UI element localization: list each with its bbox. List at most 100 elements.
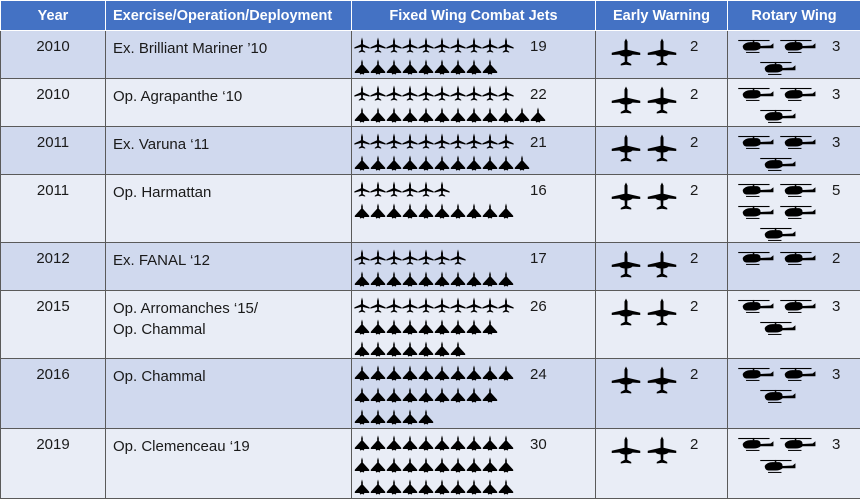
exercise-cell: Op. Agrapanthe ‘10 bbox=[105, 78, 352, 127]
exercise-name: Op. Harmattan bbox=[113, 184, 212, 201]
rotary-wing-pictogram bbox=[736, 179, 816, 245]
delta-wing-jet-icon bbox=[370, 59, 386, 75]
delta-wing-jet-icon bbox=[466, 271, 482, 287]
fighter-jet-icon bbox=[418, 249, 434, 265]
icon-row bbox=[354, 152, 530, 174]
fighter-jet-icon bbox=[370, 37, 386, 53]
fixed-wing-pictogram bbox=[354, 432, 514, 498]
early-warning-aircraft-icon bbox=[647, 436, 677, 464]
delta-wing-jet-icon bbox=[402, 365, 418, 381]
helicopter-icon bbox=[738, 87, 774, 101]
delta-wing-jet-icon bbox=[482, 387, 498, 403]
rotary-wing-count: 3 bbox=[832, 134, 841, 151]
delta-wing-jet-icon bbox=[386, 457, 402, 473]
exercise-name: Op. Chammal bbox=[113, 368, 206, 385]
icon-row bbox=[354, 362, 514, 384]
table-row: 2012 Ex. FANAL ‘12 17 2 2 bbox=[0, 242, 860, 291]
delta-wing-jet-icon bbox=[450, 155, 466, 171]
delta-wing-jet-icon bbox=[498, 107, 514, 123]
delta-wing-jet-icon bbox=[402, 319, 418, 335]
delta-wing-jet-icon bbox=[498, 435, 514, 451]
early-warning-count: 2 bbox=[690, 298, 699, 315]
exercise-name: Ex. Varuna ‘11 bbox=[113, 136, 210, 153]
fighter-jet-icon bbox=[354, 37, 370, 53]
fighter-jet-icon bbox=[434, 85, 450, 101]
delta-wing-jet-icon bbox=[402, 387, 418, 403]
delta-wing-jet-icon bbox=[386, 387, 402, 403]
table-row: 2011 Ex. Varuna ‘11 21 2 3 bbox=[0, 126, 860, 175]
helicopter-icon bbox=[760, 389, 796, 403]
delta-wing-jet-icon bbox=[434, 271, 450, 287]
delta-wing-jet-icon bbox=[418, 59, 434, 75]
header-early-warning: Early Warning bbox=[595, 0, 728, 31]
header-year: Year bbox=[0, 0, 106, 31]
early-warning-pictogram bbox=[610, 297, 678, 327]
fighter-jet-icon bbox=[418, 133, 434, 149]
rotary-wing-count: 2 bbox=[832, 250, 841, 267]
fighter-jet-icon bbox=[370, 297, 386, 313]
fighter-jet-icon bbox=[482, 85, 498, 101]
delta-wing-jet-icon bbox=[386, 203, 402, 219]
early-warning-pictogram bbox=[610, 133, 678, 163]
delta-wing-jet-icon bbox=[450, 365, 466, 381]
delta-wing-jet-icon bbox=[370, 435, 386, 451]
early-warning-cell: 2 bbox=[595, 242, 728, 291]
fighter-jet-icon bbox=[450, 133, 466, 149]
early-warning-cell: 2 bbox=[595, 30, 728, 79]
early-warning-aircraft-icon bbox=[611, 38, 641, 66]
header-exercise: Exercise/Operation/Deployment bbox=[105, 0, 352, 31]
fighter-jet-icon bbox=[466, 37, 482, 53]
helicopter-icon bbox=[780, 205, 816, 219]
delta-wing-jet-icon bbox=[466, 365, 482, 381]
fighter-jet-icon bbox=[402, 297, 418, 313]
table-row: 2010 Op. Agrapanthe ‘10 22 2 3 bbox=[0, 78, 860, 127]
fighter-jet-icon bbox=[354, 249, 370, 265]
delta-wing-jet-icon bbox=[450, 341, 466, 357]
delta-wing-jet-icon bbox=[482, 479, 498, 495]
icon-row bbox=[354, 316, 514, 338]
table-row: 2011 Op. Harmattan 16 2 5 bbox=[0, 174, 860, 245]
delta-wing-jet-icon bbox=[402, 341, 418, 357]
early-warning-pictogram bbox=[610, 365, 678, 395]
helicopter-icon bbox=[760, 321, 796, 335]
exercise-cell: Op. Arromanches ‘15/Op. Chammal bbox=[105, 290, 352, 359]
icon-row bbox=[736, 363, 816, 385]
early-warning-count: 2 bbox=[690, 38, 699, 55]
icon-row bbox=[354, 104, 546, 126]
rotary-wing-pictogram bbox=[736, 363, 816, 407]
exercise-cell: Ex. FANAL ‘12 bbox=[105, 242, 352, 291]
fighter-jet-icon bbox=[418, 181, 434, 197]
helicopter-icon bbox=[738, 367, 774, 381]
icon-row bbox=[736, 57, 816, 79]
rotary-wing-cell: 3 bbox=[727, 358, 860, 429]
delta-wing-jet-icon bbox=[370, 107, 386, 123]
delta-wing-jet-icon bbox=[402, 203, 418, 219]
delta-wing-jet-icon bbox=[434, 365, 450, 381]
icon-row bbox=[354, 34, 514, 56]
delta-wing-jet-icon bbox=[482, 203, 498, 219]
icon-row bbox=[736, 131, 816, 153]
delta-wing-jet-icon bbox=[418, 203, 434, 219]
table-row: 2010 Ex. Brilliant Mariner ’10 19 2 3 bbox=[0, 30, 860, 79]
helicopter-icon bbox=[738, 39, 774, 53]
fixed-wing-cell: 17 bbox=[351, 242, 596, 291]
exercise-name: Op. Agrapanthe ‘10 bbox=[113, 88, 243, 105]
delta-wing-jet-icon bbox=[386, 155, 402, 171]
exercise-cell: Op. Clemenceau ‘19 bbox=[105, 428, 352, 499]
helicopter-icon bbox=[738, 135, 774, 149]
icon-row bbox=[736, 247, 816, 269]
helicopter-icon bbox=[760, 459, 796, 473]
helicopter-icon bbox=[760, 109, 796, 123]
rotary-wing-count: 3 bbox=[832, 38, 841, 55]
early-warning-pictogram bbox=[610, 181, 678, 211]
delta-wing-jet-icon bbox=[450, 479, 466, 495]
delta-wing-jet-icon bbox=[418, 271, 434, 287]
fixed-wing-count: 22 bbox=[530, 86, 547, 103]
helicopter-icon bbox=[780, 87, 816, 101]
fighter-jet-icon bbox=[402, 181, 418, 197]
helicopter-icon bbox=[738, 299, 774, 313]
icon-row bbox=[736, 105, 816, 127]
icon-row bbox=[736, 35, 816, 57]
delta-wing-jet-icon bbox=[482, 271, 498, 287]
delta-wing-jet-icon bbox=[450, 59, 466, 75]
